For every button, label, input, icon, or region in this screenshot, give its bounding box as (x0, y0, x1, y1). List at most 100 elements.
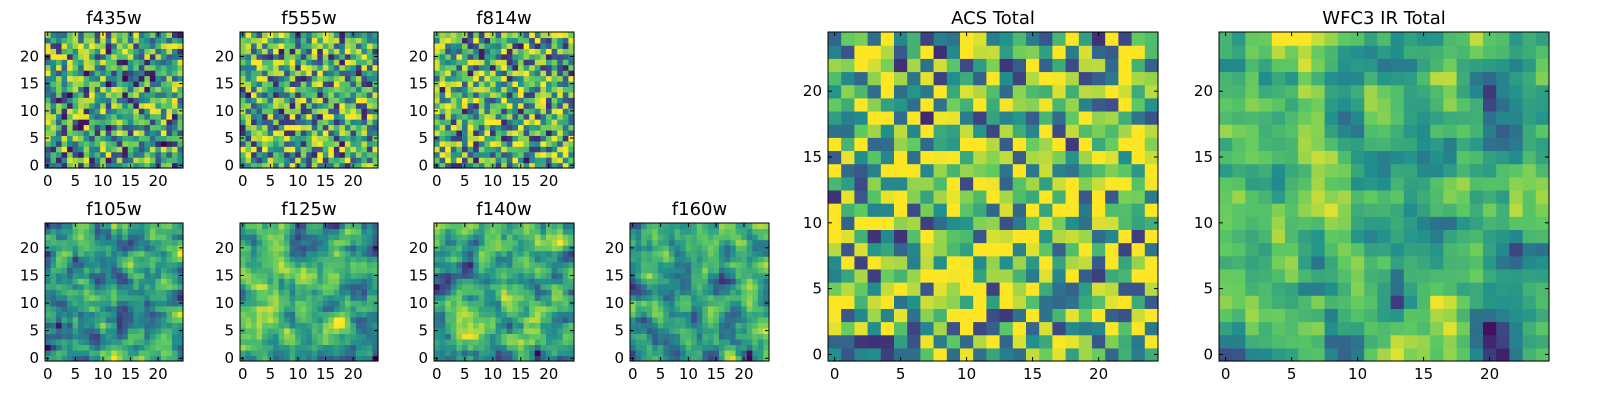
heatmap-cell (100, 124, 107, 131)
heatmap-cell (763, 223, 770, 230)
x-tick-label: 15 (121, 365, 140, 383)
heatmap-cell (361, 338, 368, 346)
heatmap-cell (529, 75, 536, 82)
heatmap-cell (523, 59, 530, 66)
heatmap-cell (506, 42, 513, 49)
heatmap-cell (1078, 189, 1093, 204)
heatmap-cell (568, 146, 575, 153)
heatmap-cell (273, 300, 280, 307)
heatmap-cell (105, 327, 112, 334)
heatmap-cell (568, 294, 575, 301)
heatmap-cell (171, 327, 179, 334)
heatmap-cell (506, 256, 513, 263)
heatmap-cell (456, 119, 463, 126)
heatmap-cell (133, 162, 140, 169)
heatmap-cell (718, 338, 726, 346)
heatmap-cell (328, 37, 335, 44)
heatmap-cell (67, 256, 74, 263)
heatmap-cell (724, 355, 731, 362)
heatmap-cell (94, 42, 101, 49)
heatmap-cell (138, 355, 145, 362)
heatmap-cell (562, 228, 569, 235)
heatmap-cell (557, 42, 564, 49)
heatmap-cell (518, 37, 525, 44)
heatmap-cell (1118, 229, 1133, 244)
heatmap-cell (262, 102, 269, 109)
heatmap-cell (105, 289, 112, 296)
heatmap-cell (484, 305, 491, 312)
heatmap-cell (462, 146, 469, 153)
heatmap-cell (240, 157, 247, 164)
heatmap-cell (122, 289, 129, 296)
heatmap-cell (256, 146, 263, 153)
heatmap-cell (630, 316, 637, 323)
heatmap-cell (171, 151, 179, 158)
heatmap-cell (1105, 334, 1119, 349)
heatmap-cell (344, 42, 351, 49)
heatmap-cell (529, 294, 536, 301)
heatmap-cell (344, 146, 351, 153)
heatmap-cell (122, 234, 129, 241)
heatmap-cell (311, 344, 318, 351)
heatmap-cell (267, 283, 274, 290)
heatmap-cell (78, 322, 85, 329)
heatmap-cell (1092, 295, 1106, 309)
heatmap-cell (439, 250, 446, 257)
heatmap-cell (155, 140, 162, 147)
heatmap-cell (434, 283, 441, 290)
heatmap-cell (641, 311, 648, 318)
heatmap-cell (78, 75, 85, 82)
heatmap-cell (372, 316, 379, 323)
heatmap-cell (741, 261, 748, 268)
heatmap-cell (273, 97, 280, 104)
heatmap-cell (127, 48, 134, 55)
heatmap-cell (445, 316, 452, 323)
heatmap-cell (518, 91, 525, 98)
heatmap-cell (456, 322, 463, 329)
heatmap-cell (361, 349, 368, 357)
heatmap-cell (685, 239, 692, 246)
heatmap-cell (344, 278, 351, 285)
heatmap-cell (245, 102, 252, 109)
heatmap-cell (138, 124, 145, 131)
heatmap-cell (133, 250, 140, 257)
heatmap-cell (1144, 203, 1159, 217)
heatmap-cell (450, 157, 457, 164)
heatmap-cell (1039, 347, 1053, 362)
heatmap-cell (960, 176, 974, 191)
heatmap-cell (61, 113, 68, 120)
heatmap-cell (445, 59, 452, 66)
heatmap-cell (746, 327, 753, 334)
heatmap-cell (501, 223, 508, 230)
heatmap-cell (350, 146, 357, 153)
heatmap-cell (1026, 255, 1040, 270)
heatmap-cell (473, 157, 480, 164)
heatmap-cell (133, 316, 140, 323)
heatmap-cell (657, 327, 664, 334)
heatmap-cell (540, 316, 547, 323)
heatmap-cell (83, 300, 90, 307)
heatmap-cell (495, 349, 502, 357)
heatmap-cell (540, 283, 547, 290)
heatmap-cell (278, 86, 285, 93)
heatmap-cell (344, 327, 351, 334)
heatmap-cell (680, 239, 687, 246)
heatmap-cell (111, 70, 118, 77)
heatmap-cell (434, 322, 441, 329)
heatmap-cell (652, 261, 659, 268)
heatmap-cell (322, 344, 329, 351)
heatmap-cell (50, 59, 57, 66)
heatmap-cell (105, 294, 112, 301)
heatmap-cell (450, 162, 457, 169)
heatmap-cell (311, 129, 318, 136)
heatmap-cell (663, 311, 670, 318)
heatmap-cell (262, 261, 269, 268)
heatmap-cell (529, 234, 536, 241)
heatmap-cell (707, 283, 714, 290)
heatmap-cell (372, 113, 379, 120)
heatmap-cell (540, 245, 547, 252)
heatmap-cell (907, 268, 921, 283)
heatmap-cell (960, 163, 974, 178)
heatmap-cell (652, 316, 659, 323)
heatmap-cell (529, 97, 536, 104)
